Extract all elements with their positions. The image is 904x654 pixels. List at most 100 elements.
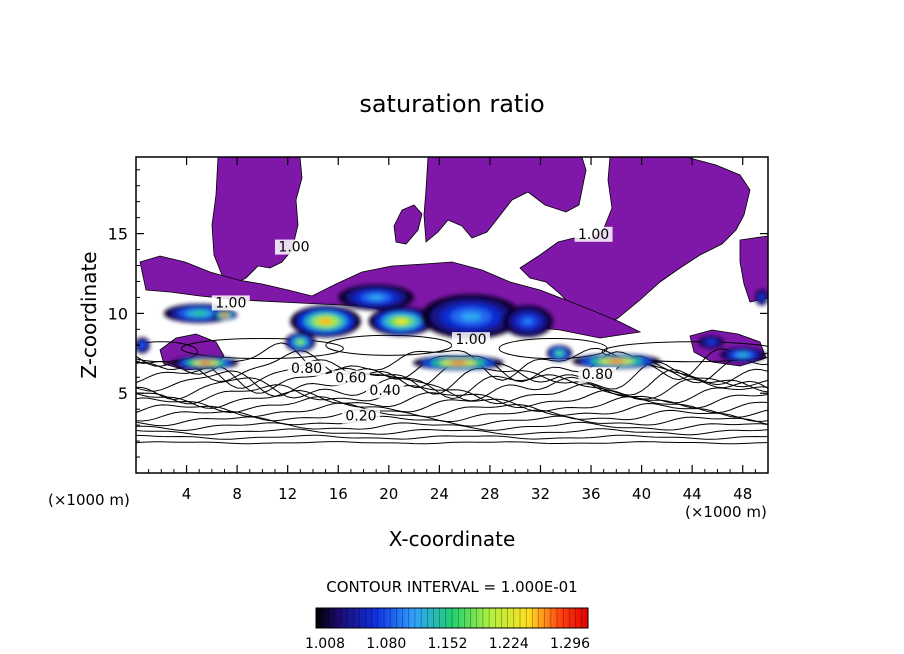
supersaturation-patch (698, 335, 724, 349)
supersaturation-patch (285, 332, 316, 352)
contour-label-bg (287, 360, 326, 376)
chart-title: saturation ratio (359, 90, 544, 118)
contour-label-bg (578, 367, 617, 383)
supersaturation-patch (502, 305, 554, 338)
contour-label: 0.20 (345, 409, 376, 425)
patch-level (318, 318, 333, 325)
patch-level (738, 353, 748, 357)
patch-level (556, 351, 562, 355)
supersaturation-patch (211, 310, 238, 320)
contour-label: 0.80 (582, 367, 613, 383)
contour-line (136, 402, 768, 418)
contour-label: 1.00 (215, 295, 246, 311)
contour-label-bg (574, 226, 613, 242)
colorbar-ticks: 1.008 1.080 1.152 1.224 1.296 (305, 636, 590, 652)
colorbar: 1.008 1.080 1.152 1.224 1.296 (305, 607, 590, 652)
contour-label-bg (366, 383, 405, 399)
contour-label-bg (331, 370, 370, 386)
supersaturation-patch (420, 294, 522, 339)
x-unit-left: (×1000 m) (48, 491, 130, 509)
contour-label: 1.00 (578, 227, 609, 243)
contour-label: 0.80 (291, 361, 322, 377)
x-axis: 4 8 12 16 20 24 28 32 36 40 44 48 (148, 157, 756, 503)
contour-line (136, 421, 768, 431)
x-tick-label: 28 (480, 485, 499, 503)
contour-label: 1.00 (455, 332, 486, 348)
patch-level (297, 340, 304, 345)
contour-loop (180, 338, 344, 360)
contour-line (136, 415, 768, 427)
patch-level (522, 318, 533, 325)
contour-label-bg (341, 408, 380, 424)
patch-level (708, 340, 714, 344)
supersaturation-patch (412, 355, 504, 371)
y-tick-label: 15 (108, 225, 128, 244)
contour-label-bg (275, 239, 313, 255)
contour-loop (325, 334, 453, 356)
supersaturation-patch (755, 289, 768, 306)
contour-labels: 0.20 0.400.60 0.80 0.80 1.00 1.00 1.00 1.00 (211, 226, 617, 425)
x-tick-label: 44 (683, 485, 702, 503)
colorbar-tick-label: 1.296 (550, 636, 590, 652)
x-unit-right: (×1000 m) (685, 503, 767, 521)
plot-area: 0.20 0.400.60 0.80 0.80 1.00 1.00 1.00 1.00 (136, 157, 768, 473)
x-tick-label: 12 (278, 485, 297, 503)
saturated-plume-small (393, 204, 423, 245)
x-tick-label: 24 (430, 485, 449, 503)
patch-level (221, 313, 228, 317)
supersaturation-patch (338, 284, 415, 311)
contour-interval-text: CONTOUR INTERVAL = 1.000E-01 (326, 578, 577, 596)
y-axis: 5 10 15 (108, 169, 768, 458)
y-axis-label: Z-coordinate (77, 251, 101, 378)
contour-line (136, 396, 768, 414)
supersaturation-patches (136, 284, 768, 371)
supersaturation-patch (572, 354, 661, 369)
colorbar-stripes (321, 608, 583, 628)
contour-loop (601, 341, 768, 363)
supersaturation-patch (290, 305, 361, 338)
contour-label: 0.40 (369, 383, 400, 399)
contour-line (136, 342, 768, 381)
contour-line (136, 383, 768, 405)
contour-line (136, 441, 768, 445)
x-tick-label: 36 (581, 485, 600, 503)
patch-level (140, 343, 144, 347)
contour-line (136, 361, 768, 395)
supersaturation-patch (368, 307, 435, 336)
x-tick-label: 20 (379, 485, 398, 503)
colorbar-tick-label: 1.080 (366, 636, 406, 652)
contour-loop (136, 341, 198, 363)
contour-label-bg (211, 295, 250, 311)
y-tick-label: 5 (118, 384, 128, 403)
contour-label: 0.60 (335, 370, 366, 386)
patch-level (198, 361, 213, 365)
y-tick-label: 10 (108, 304, 128, 323)
x-tick-label: 4 (182, 485, 192, 503)
contour-line (136, 428, 768, 436)
contour-lines (136, 334, 768, 445)
colorbar-tick-label: 1.224 (489, 636, 529, 652)
patch-level (760, 295, 764, 300)
patch-level (394, 318, 409, 325)
contour-line (136, 409, 768, 423)
patch-level (192, 311, 207, 316)
supersaturation-patch (172, 356, 239, 370)
colorbar-tick-label: 1.008 (305, 636, 345, 652)
x-tick-label: 40 (632, 485, 651, 503)
patch-level (607, 359, 626, 363)
x-tick-label: 48 (733, 485, 752, 503)
colorbar-tick-label: 1.152 (427, 636, 467, 652)
contour-line (136, 434, 768, 440)
x-tick-label: 32 (531, 485, 550, 503)
patch-level (449, 361, 468, 365)
patch-level (368, 294, 384, 300)
patch-level (460, 312, 482, 322)
supersaturation-patch (136, 337, 150, 354)
x-axis-label: X-coordinate (389, 527, 516, 551)
x-tick-label: 8 (232, 485, 242, 503)
supersaturation-patch (719, 347, 766, 363)
saturated-plume-center (423, 157, 587, 243)
contour-label: 1.00 (278, 240, 309, 256)
saturated-plume-edge (739, 235, 768, 303)
